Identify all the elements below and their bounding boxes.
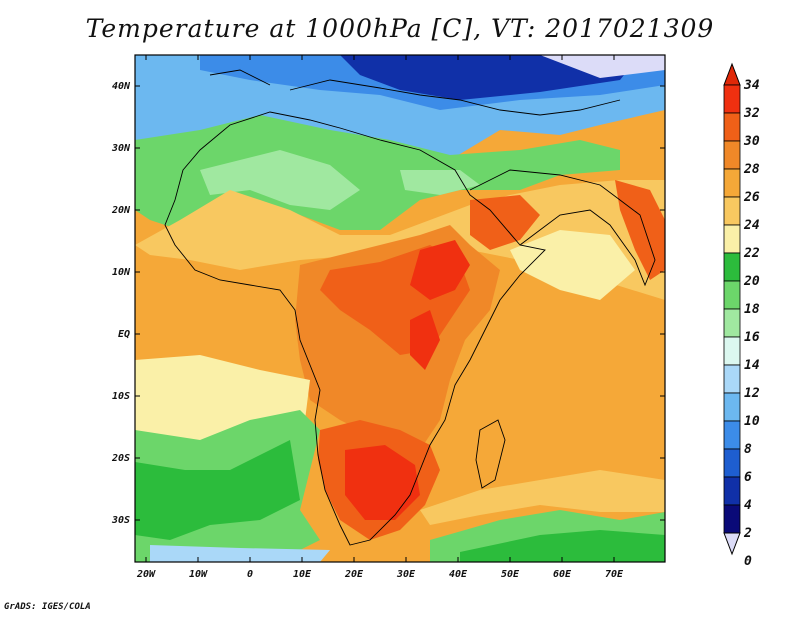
lon-label: 70E	[605, 569, 624, 580]
lat-label: 30N	[111, 143, 131, 154]
lon-label: 10W	[189, 569, 208, 580]
lon-axis	[145, 55, 615, 562]
colorbar-bottom-arrow	[723, 532, 741, 556]
colorbar-label: 14	[744, 358, 760, 373]
lon-label: 0	[247, 569, 253, 580]
colorbar-swatch	[723, 84, 741, 114]
colorbar-label: 16	[744, 330, 760, 345]
colorbar-label: 34	[743, 78, 760, 93]
colorbar-swatch	[723, 476, 741, 506]
colorbar-swatch	[723, 364, 741, 394]
colorbar-swatch	[723, 168, 741, 198]
colorbar-swatch	[723, 448, 741, 478]
lat-axis	[135, 85, 665, 521]
colorbar-swatch	[723, 196, 741, 226]
colorbar	[723, 62, 741, 556]
colorbar-label: 20	[743, 274, 760, 289]
colorbar-top-arrow	[723, 62, 741, 86]
colorbar-label: 22	[743, 246, 760, 261]
lon-label: 40E	[449, 569, 468, 580]
coastlines	[164, 69, 656, 546]
colorbar-label: 32	[743, 106, 760, 121]
colorbar-swatch	[723, 252, 741, 282]
colorbar-swatch	[723, 280, 741, 310]
lon-label: 50E	[501, 569, 520, 580]
footer-credit: GrADS: IGES/COLA	[4, 602, 91, 612]
colorbar-swatch	[723, 420, 741, 450]
colorbar-label: 4	[744, 498, 752, 513]
lon-label: 10E	[293, 569, 312, 580]
colorbar-label: 12	[744, 386, 760, 401]
colorbar-swatch	[723, 224, 741, 254]
colorbar-label: 26	[743, 190, 760, 205]
colorbar-swatch	[723, 392, 741, 422]
lat-label: 20S	[111, 453, 130, 464]
lon-label: 20E	[344, 569, 364, 580]
colorbar-label: 24	[743, 218, 760, 233]
colorbar-swatch	[723, 112, 741, 142]
lon-label: 30E	[396, 569, 416, 580]
lat-label: EQ	[118, 329, 130, 340]
lat-label: 10S	[112, 391, 130, 402]
colorbar-label: 8	[744, 442, 752, 457]
lat-label: 40N	[112, 81, 131, 92]
colorbar-label: 0	[744, 554, 752, 569]
lat-label: 30S	[111, 515, 130, 526]
colorbar-label: 28	[743, 162, 760, 177]
colorbar-swatch	[723, 308, 741, 338]
colorbar-label: 10	[744, 414, 760, 429]
temperature-field	[135, 55, 665, 562]
colorbar-swatch	[723, 504, 741, 534]
colorbar-boxes	[723, 84, 741, 534]
colorbar-label: 18	[744, 302, 760, 317]
lon-label: 20W	[136, 569, 156, 580]
colorbar-label: 2	[743, 526, 752, 541]
lat-label: 10N	[112, 267, 131, 278]
map-title: Temperature at 1000hPa [C], VT: 20170213…	[85, 14, 715, 43]
lat-label: 20N	[111, 205, 131, 216]
colorbar-label: 30	[743, 134, 760, 149]
lon-label: 60E	[553, 569, 572, 580]
colorbar-label: 6	[744, 470, 752, 485]
colorbar-swatch	[723, 336, 741, 366]
colorbar-swatch	[723, 140, 741, 170]
map-frame	[134, 54, 666, 563]
